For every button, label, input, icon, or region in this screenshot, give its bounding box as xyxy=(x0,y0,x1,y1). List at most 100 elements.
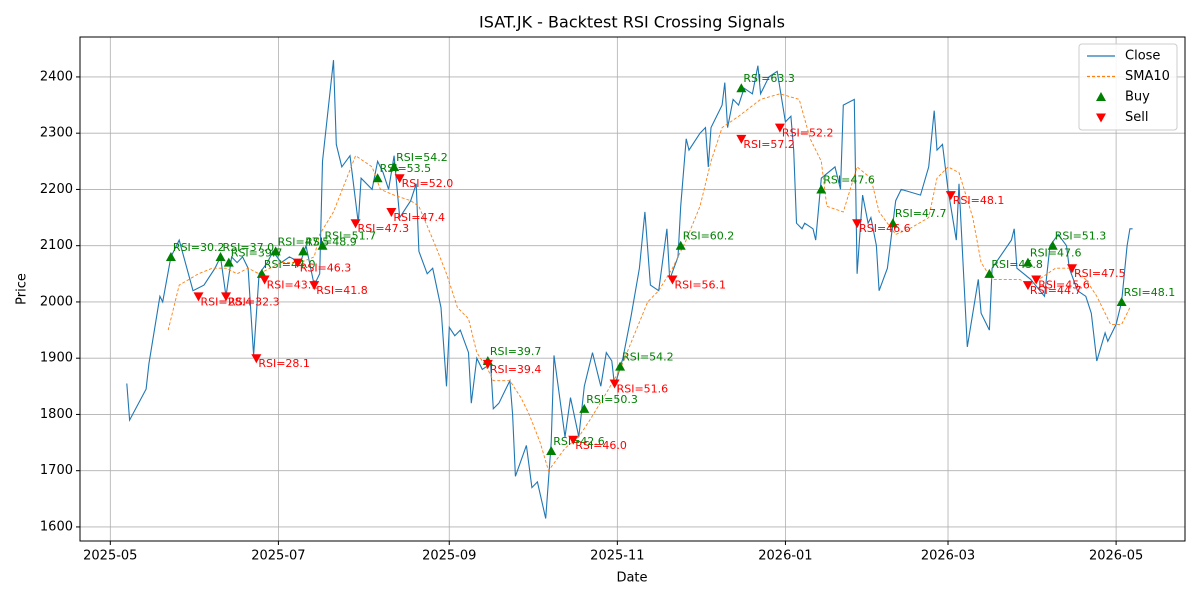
signal-marker xyxy=(945,191,956,201)
legend: Close SMA10 Buy Sell xyxy=(1078,43,1178,131)
signal-annotation: RSI=30.2 xyxy=(173,241,225,254)
signal-annotation: RSI=51.3 xyxy=(1055,230,1107,243)
signal-marker xyxy=(298,246,309,256)
signal-annotation: RSI=46.3 xyxy=(300,262,352,275)
signal-marker xyxy=(394,174,405,184)
signal-marker xyxy=(350,219,361,229)
signal-marker xyxy=(615,361,626,371)
legend-box xyxy=(1078,43,1178,131)
signal-marker xyxy=(482,359,493,369)
signal-marker xyxy=(736,83,747,93)
signal-marker xyxy=(221,292,232,302)
signal-annotation: RSI=50.3 xyxy=(586,393,638,406)
signal-annotation: RSI=48.1 xyxy=(1124,286,1176,299)
signal-marker xyxy=(317,240,328,250)
x-tick-label: 2026-01 xyxy=(758,549,812,564)
legend-label: Sell xyxy=(1125,110,1148,125)
x-tick-label: 2026-03 xyxy=(921,549,975,564)
signal-annotation: RSI=39.7 xyxy=(231,247,283,260)
plot-frame xyxy=(79,36,1186,542)
signal-marker xyxy=(1022,281,1033,291)
signal-marker xyxy=(1047,240,1058,250)
signal-marker xyxy=(1116,296,1127,306)
x-axis-label: Date xyxy=(616,571,647,586)
signal-marker xyxy=(372,173,383,183)
signal-annotation: RSI=44.0 xyxy=(264,258,316,271)
signal-annotation: RSI=51.7 xyxy=(324,230,376,243)
signal-annotation: RSI=42.6 xyxy=(553,435,605,448)
signal-annotation: RSI=39.4 xyxy=(490,363,542,376)
signal-annotation: RSI=48.9 xyxy=(305,235,357,248)
signal-annotation: RSI=47.6 xyxy=(1030,247,1082,260)
signal-annotation: RSI=32.3 xyxy=(228,295,280,308)
signal-marker xyxy=(1022,257,1033,267)
signal-annotation: RSI=53.5 xyxy=(380,162,432,175)
signal-marker xyxy=(165,251,176,261)
signal-marker xyxy=(389,161,400,171)
signal-annotation: RSI=51.6 xyxy=(617,383,669,396)
signal-annotation: RSI=48.1 xyxy=(953,194,1005,207)
signal-marker xyxy=(774,123,785,133)
signal-marker xyxy=(546,446,557,455)
signal-marker xyxy=(215,251,226,261)
signal-annotation: RSI=63.3 xyxy=(743,72,795,85)
y-tick-label: 2200 xyxy=(40,182,73,197)
y-tick-label: 1900 xyxy=(40,351,73,366)
signal-annotation: RSI=54.2 xyxy=(396,151,448,164)
signal-annotation: RSI=47.4 xyxy=(393,211,445,224)
x-tick-label: 2025-09 xyxy=(422,549,476,564)
x-tick-label: 2026-05 xyxy=(1089,549,1143,564)
signal-marker xyxy=(984,268,995,278)
signal-annotation: RSI=39.7 xyxy=(490,345,542,358)
signal-marker xyxy=(292,258,303,268)
y-tick-label: 2100 xyxy=(40,238,73,253)
y-tick-label: 2300 xyxy=(40,126,73,141)
legend-label: Buy xyxy=(1125,90,1150,105)
signal-annotation: RSI=43.1 xyxy=(267,278,319,291)
signal-annotation: RSI=47.5 xyxy=(1074,267,1126,280)
signal-annotation: RSI=46.0 xyxy=(575,439,627,452)
y-tick-label: 1600 xyxy=(40,519,73,534)
signal-marker xyxy=(259,275,270,285)
signal-annotation: RSI=47.7 xyxy=(895,207,947,220)
signal-annotation: RSI=47.5 xyxy=(278,235,330,248)
x-tick-label: 2025-11 xyxy=(590,549,644,564)
signal-annotation: RSI=28.1 xyxy=(258,357,310,370)
signal-marker xyxy=(270,246,281,256)
signal-marker xyxy=(852,219,863,229)
signal-marker xyxy=(579,403,590,413)
signal-marker xyxy=(675,240,686,250)
signal-annotation: RSI=45.6 xyxy=(1038,278,1090,291)
y-tick-label: 2000 xyxy=(40,294,73,309)
signal-marker xyxy=(568,435,579,445)
signal-annotation: RSI=44.7 xyxy=(1030,284,1082,297)
chart-title: ISAT.JK - Backtest RSI Crossing Signals xyxy=(479,13,785,32)
signal-marker xyxy=(887,218,898,228)
signal-marker xyxy=(816,184,827,194)
signal-annotation: RSI=41.8 xyxy=(316,284,368,297)
signal-annotation: RSI=54.2 xyxy=(622,351,674,364)
x-tick-label: 2025-05 xyxy=(83,549,137,564)
signal-annotation: RSI=56.1 xyxy=(674,278,726,291)
legend-label: Close xyxy=(1125,49,1160,64)
signal-marker xyxy=(667,275,678,285)
x-tick-label: 2025-07 xyxy=(251,549,305,564)
signal-marker xyxy=(251,354,262,364)
signal-annotation: RSI=46.6 xyxy=(859,222,911,235)
signal-annotation: RSI=47.6 xyxy=(823,173,875,186)
signal-marker xyxy=(309,281,320,291)
signal-annotation: RSI=45.8 xyxy=(991,258,1043,271)
signal-annotation: RSI=57.2 xyxy=(743,138,795,151)
signal-annotation: RSI=37.0 xyxy=(223,241,275,254)
signal-annotation: RSI=60.2 xyxy=(683,230,735,243)
signal-annotation: RSI=52.0 xyxy=(402,177,454,190)
y-tick-label: 1700 xyxy=(40,463,73,478)
signal-marker xyxy=(736,134,747,144)
legend-swatch xyxy=(1096,113,1106,123)
signal-annotation: RSI=28.4 xyxy=(200,295,252,308)
signal-marker xyxy=(1067,264,1078,274)
signal-marker xyxy=(223,257,234,267)
signal-annotation: RSI=47.3 xyxy=(358,222,410,235)
legend-swatch xyxy=(1096,92,1106,101)
